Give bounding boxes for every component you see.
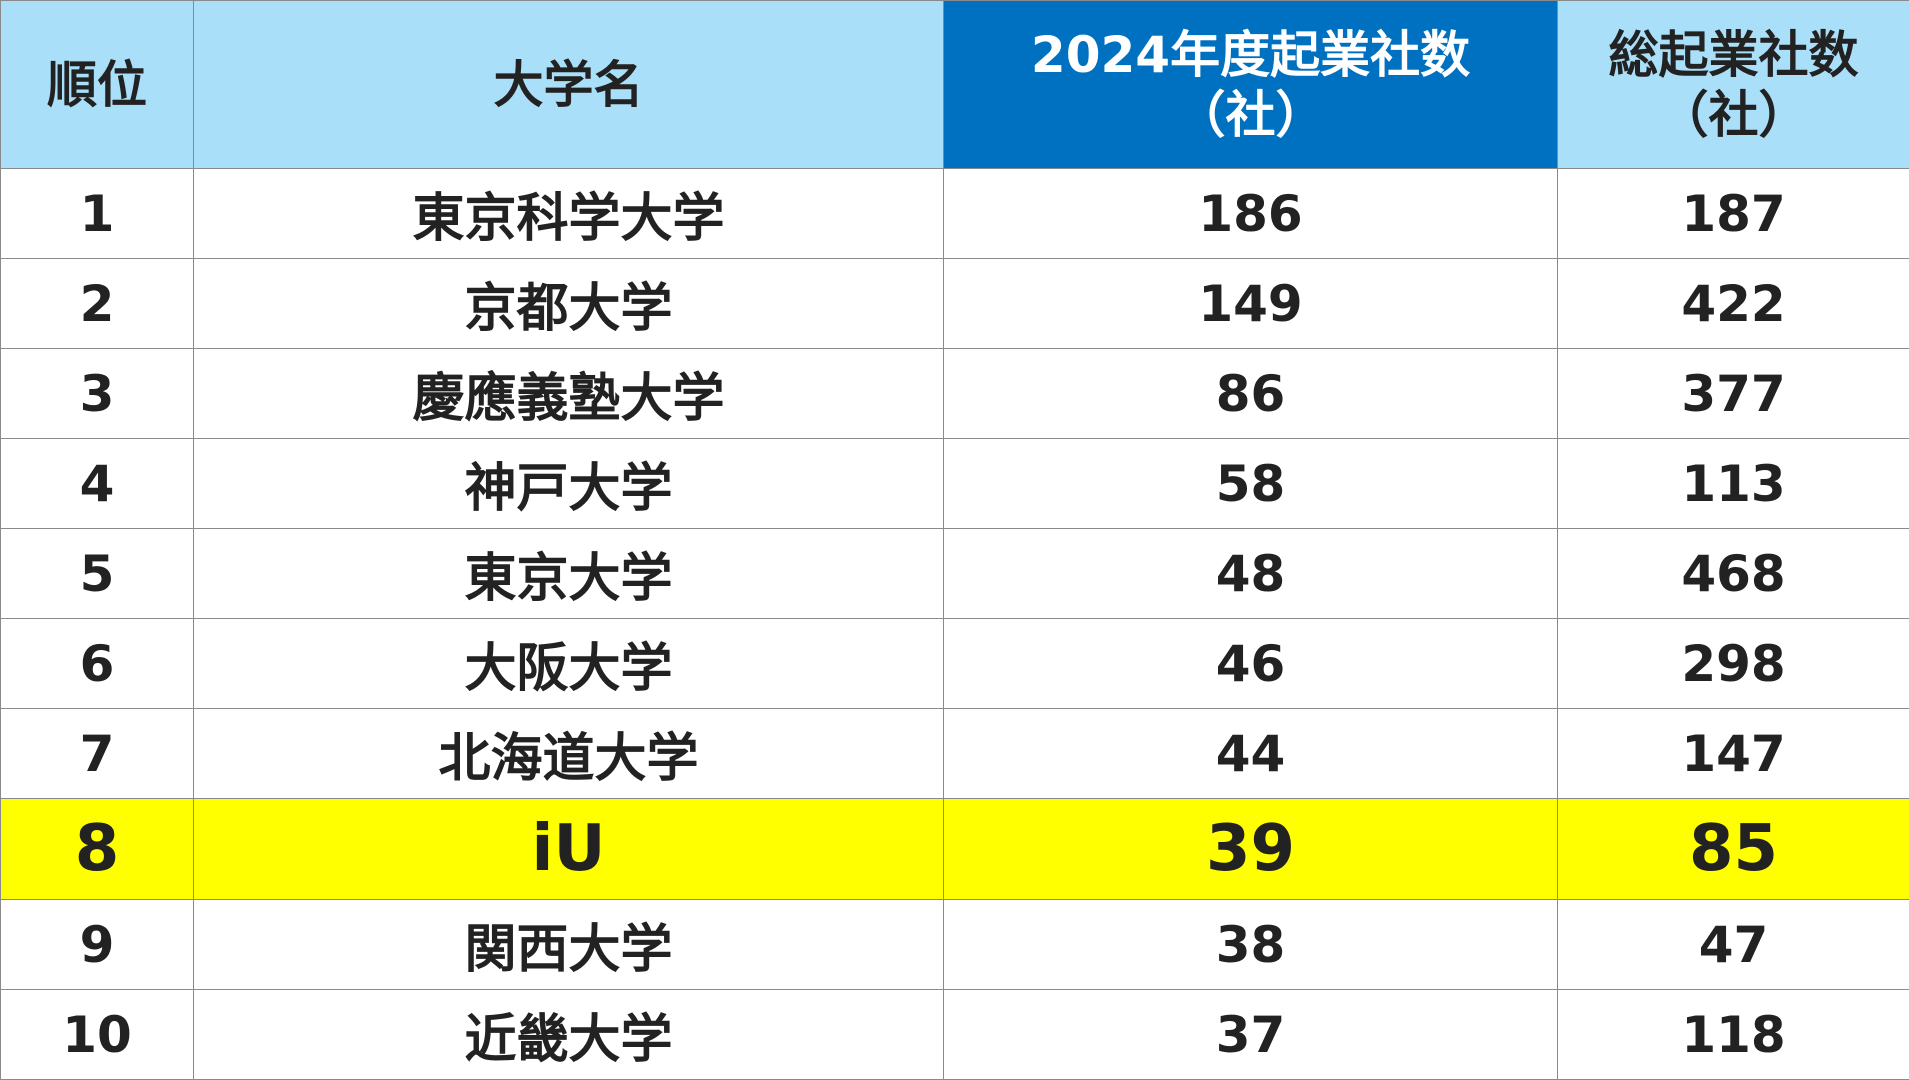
rank-cell: 8 (0, 798, 194, 900)
rank-cell: 6 (0, 618, 194, 709)
startups-2024-cell: 46 (943, 618, 1558, 709)
rank-header: 順位 (0, 0, 194, 169)
rank-cell: 9 (0, 899, 194, 990)
table-row: 6 大阪大学 46 298 (0, 618, 1909, 709)
table-row: 3 慶應義塾大学 86 377 (0, 348, 1909, 439)
startups-2024-header: 2024年度起業社数 （社） (943, 0, 1558, 169)
total-startups-cell: 113 (1557, 438, 1909, 529)
university-header: 大学名 (193, 0, 944, 169)
university-cell: 近畿大学 (193, 989, 944, 1080)
table-body: 1 東京科学大学 186 187 2 京都大学 149 422 3 慶應義塾大学 86 377 4 神戸大… (0, 168, 1909, 1080)
startups-2024-cell: 39 (943, 798, 1558, 900)
startups-2024-header-title: 2024年度起業社数 (1030, 25, 1471, 84)
university-cell: 関西大学 (193, 899, 944, 990)
rank-cell: 4 (0, 438, 194, 529)
startups-2024-cell: 37 (943, 989, 1558, 1080)
startups-2024-cell: 86 (943, 348, 1558, 439)
table-row: 8 iU 39 85 (0, 798, 1909, 900)
table-row: 4 神戸大学 58 113 (0, 438, 1909, 529)
total-startups-cell: 298 (1557, 618, 1909, 709)
university-cell: 大阪大学 (193, 618, 944, 709)
total-startups-cell: 147 (1557, 708, 1909, 799)
startups-2024-cell: 38 (943, 899, 1558, 990)
startups-2024-cell: 58 (943, 438, 1558, 529)
startups-2024-cell: 48 (943, 528, 1558, 619)
table-row: 9 関西大学 38 47 (0, 899, 1909, 990)
university-cell: 京都大学 (193, 258, 944, 349)
rank-cell: 1 (0, 168, 194, 259)
startups-2024-cell: 44 (943, 708, 1558, 799)
university-cell: 神戸大学 (193, 438, 944, 529)
total-startups-cell: 422 (1557, 258, 1909, 349)
total-startups-header-unit: （社） (1658, 85, 1809, 144)
total-startups-cell: 377 (1557, 348, 1909, 439)
total-startups-header-title: 総起業社数 (1608, 25, 1859, 84)
rank-cell: 7 (0, 708, 194, 799)
table-row: 10 近畿大学 37 118 (0, 989, 1909, 1080)
rank-cell: 2 (0, 258, 194, 349)
rank-cell: 10 (0, 989, 194, 1080)
total-startups-cell: 85 (1557, 798, 1909, 900)
table-row: 7 北海道大学 44 147 (0, 708, 1909, 799)
rank-cell: 5 (0, 528, 194, 619)
total-startups-header: 総起業社数 （社） (1557, 0, 1909, 169)
table-row: 5 東京大学 48 468 (0, 528, 1909, 619)
table-row: 2 京都大学 149 422 (0, 258, 1909, 349)
rank-cell: 3 (0, 348, 194, 439)
total-startups-cell: 118 (1557, 989, 1909, 1080)
university-cell: iU (193, 798, 944, 900)
startups-2024-cell: 149 (943, 258, 1558, 349)
total-startups-cell: 468 (1557, 528, 1909, 619)
university-cell: 東京大学 (193, 528, 944, 619)
university-cell: 北海道大学 (193, 708, 944, 799)
table-row: 1 東京科学大学 186 187 (0, 168, 1909, 259)
total-startups-cell: 47 (1557, 899, 1909, 990)
total-startups-cell: 187 (1557, 168, 1909, 259)
startups-2024-header-unit: （社） (1175, 85, 1326, 144)
university-cell: 慶應義塾大学 (193, 348, 944, 439)
startups-2024-cell: 186 (943, 168, 1558, 259)
university-cell: 東京科学大学 (193, 168, 944, 259)
header-row: 順位 大学名 2024年度起業社数 （社） 総起業社数 （社） (0, 0, 1909, 169)
